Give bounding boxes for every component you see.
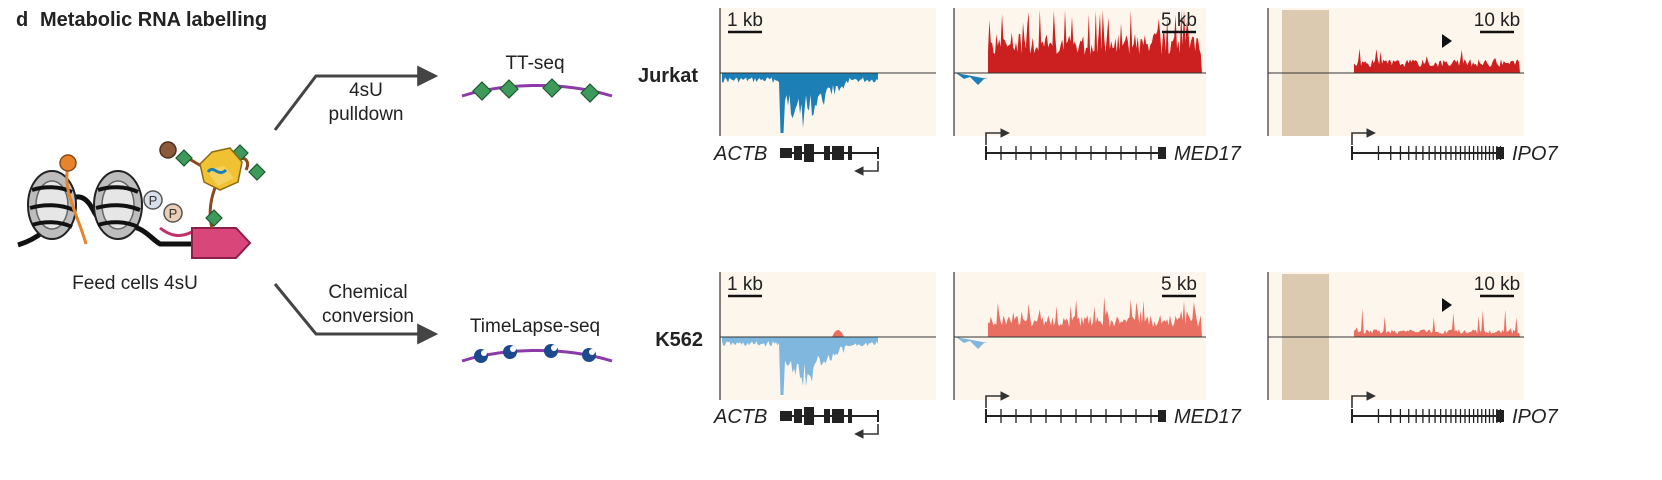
forward-coverage-area bbox=[988, 296, 1202, 337]
label-diamond-icon bbox=[248, 163, 266, 181]
tt-seq-rna bbox=[461, 78, 613, 103]
converted-base-icon bbox=[544, 344, 558, 358]
gene-exon bbox=[824, 409, 830, 423]
tss-arrow-icon bbox=[854, 161, 879, 176]
arrowhead-marker-icon bbox=[1442, 298, 1452, 312]
forward-coverage-area bbox=[988, 10, 1202, 73]
cell-line-jurkat: Jurkat bbox=[638, 65, 698, 87]
method-tt-seq: TT-seq bbox=[505, 53, 564, 74]
cell-line-k562: K562 bbox=[655, 329, 703, 351]
chromatin-schematic: P P bbox=[17, 141, 266, 259]
phospho-p-icon: P bbox=[163, 203, 183, 223]
tss-arrow-icon bbox=[1351, 128, 1376, 145]
scale-label: 10 kb bbox=[1474, 10, 1520, 31]
gene-exon bbox=[1496, 147, 1504, 159]
reverse-coverage-area bbox=[956, 337, 988, 349]
gene-exon bbox=[780, 411, 792, 421]
conversion-arrow bbox=[273, 283, 439, 345]
tss-arrow-icon bbox=[854, 424, 879, 439]
histone-tail bbox=[65, 166, 88, 245]
label-diamond-icon bbox=[542, 78, 562, 98]
phospho-p-icon: P bbox=[143, 190, 163, 210]
svg-text:P: P bbox=[149, 193, 158, 208]
gene-exon bbox=[832, 409, 844, 423]
nucleosome-1 bbox=[27, 170, 77, 240]
gene-name: ACTB bbox=[713, 406, 767, 428]
tss-arrow-icon bbox=[985, 128, 1010, 145]
gene-exon bbox=[848, 409, 852, 423]
arrow-label-conversion: conversion bbox=[322, 306, 414, 327]
gene-exon bbox=[832, 146, 844, 160]
tss-arrow-icon bbox=[985, 391, 1010, 408]
gene-exon bbox=[1158, 410, 1166, 422]
panel-heading: d Metabolic RNA labelling bbox=[16, 9, 267, 31]
arrow-label-chemical: Chemical bbox=[328, 282, 407, 303]
panel-title: Metabolic RNA labelling bbox=[40, 9, 267, 31]
gene-exon bbox=[1158, 147, 1166, 159]
svg-text:P: P bbox=[169, 206, 178, 221]
label-diamond-icon bbox=[472, 81, 492, 101]
gene-name: MED17 bbox=[1174, 406, 1242, 428]
scale-label: 5 kb bbox=[1161, 274, 1197, 295]
forward-coverage-area bbox=[832, 330, 844, 337]
forward-coverage-area bbox=[1354, 308, 1520, 337]
coverage-tracks: 1 kb ACTB 5 kb MED17 10 kb IPO7 1 kb ACTB 5 kb ME… bbox=[713, 8, 1558, 439]
scale-label: 5 kb bbox=[1161, 10, 1197, 31]
gene-exon bbox=[794, 409, 802, 423]
gene-name: MED17 bbox=[1174, 143, 1242, 165]
gene-name: IPO7 bbox=[1512, 143, 1558, 165]
scale-label: 1 kb bbox=[727, 10, 763, 31]
track-panel-ipo7-row2: 10 kb IPO7 bbox=[1267, 272, 1558, 428]
track-background bbox=[720, 8, 936, 136]
pulldown-arrow bbox=[273, 65, 439, 131]
track-panel-med17-row2: 5 kb MED17 bbox=[953, 272, 1242, 428]
converted-base-icon bbox=[582, 348, 596, 362]
gene-exon bbox=[804, 407, 814, 425]
track-panel-ipo7-row1: 10 kb IPO7 bbox=[1267, 8, 1558, 165]
nucleosome-2 bbox=[93, 170, 143, 240]
arrow-label-4su: 4sU bbox=[349, 80, 383, 101]
gene-exon bbox=[1496, 410, 1504, 422]
reverse-coverage-area bbox=[722, 73, 878, 133]
method-timelapse-seq: TimeLapse-seq bbox=[470, 316, 600, 337]
track-panel-med17-row1: 5 kb MED17 bbox=[953, 8, 1242, 165]
reverse-coverage-area bbox=[956, 73, 988, 85]
arrowhead-marker-icon bbox=[1442, 34, 1452, 48]
gene-name: IPO7 bbox=[1512, 406, 1558, 428]
label-diamond-icon bbox=[205, 209, 223, 227]
arrow-label-pulldown: pulldown bbox=[329, 104, 404, 125]
label-diamond-icon bbox=[175, 149, 193, 167]
gene-exon bbox=[804, 144, 814, 162]
track-background bbox=[720, 272, 936, 400]
ctd-tail bbox=[159, 226, 193, 237]
feed-cells-label: Feed cells 4sU bbox=[72, 273, 198, 294]
reverse-coverage-area bbox=[722, 337, 878, 395]
gene-exon bbox=[780, 148, 792, 158]
polymerase-icon bbox=[191, 227, 252, 259]
scale-label: 1 kb bbox=[727, 274, 763, 295]
track-panel-actb-row1: 1 kb ACTB bbox=[713, 8, 936, 176]
gene-exon bbox=[794, 146, 802, 160]
converted-base-icon bbox=[474, 349, 488, 363]
panel-letter: d bbox=[16, 9, 28, 31]
converted-base-icon bbox=[503, 345, 517, 359]
rna-cap-icon bbox=[159, 141, 177, 159]
forward-coverage-area bbox=[1354, 48, 1520, 73]
gene-name: ACTB bbox=[713, 143, 767, 165]
label-diamond-icon bbox=[580, 83, 600, 103]
tss-arrow-icon bbox=[1351, 391, 1376, 408]
histone-mark-icon bbox=[59, 154, 77, 172]
timelapse-seq-rna bbox=[461, 344, 613, 363]
gene-exon bbox=[824, 146, 830, 160]
track-panel-actb-row2: 1 kb ACTB bbox=[713, 272, 936, 439]
gene-exon bbox=[848, 146, 852, 160]
nucleotide-icon bbox=[199, 147, 243, 191]
scale-label: 10 kb bbox=[1474, 274, 1520, 295]
label-diamond-icon bbox=[499, 79, 519, 99]
